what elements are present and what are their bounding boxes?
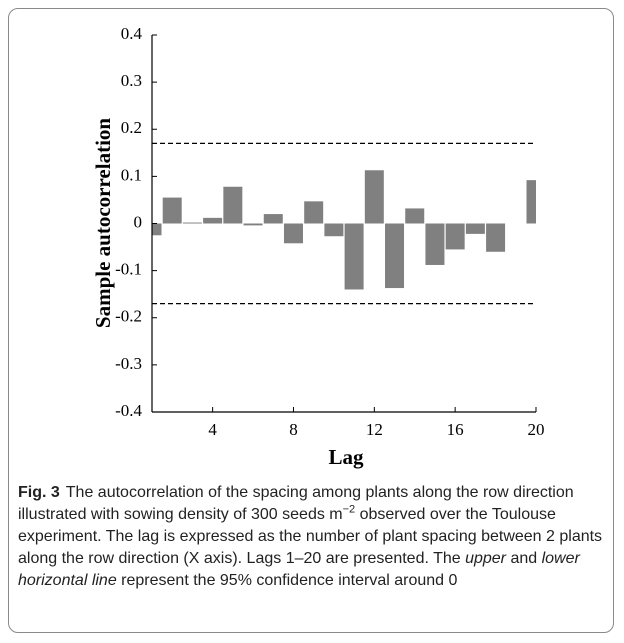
figure-frame	[8, 8, 614, 633]
bar	[324, 223, 344, 237]
caption-sup: −2	[342, 503, 356, 516]
y-tick-label: -0.2	[115, 307, 142, 326]
y-tick-label: -0.3	[115, 354, 142, 373]
chart: Lag Sample autocorrelation -0.4 -0.3 -0.2 -…	[91, 24, 545, 469]
caption-label: Fig. 3	[18, 484, 60, 501]
bar	[425, 223, 445, 265]
bar	[405, 208, 425, 224]
x-tick-label: 16	[447, 420, 464, 439]
bar	[445, 223, 465, 250]
caption-text: observed over the Toulouse experiment. T…	[18, 506, 603, 567]
caption: Fig. 3 The autocorrelation of the spacing…	[18, 482, 608, 592]
y-tick-label: 0.3	[121, 71, 142, 90]
x-axis-title: Lag	[328, 445, 364, 469]
x-tick-label: 20	[528, 420, 545, 439]
y-tick-label: -0.4	[115, 401, 142, 420]
x-tick-label: 12	[366, 420, 383, 439]
bar	[223, 186, 243, 224]
bar	[465, 223, 485, 234]
bar	[283, 223, 303, 244]
bar	[263, 214, 283, 224]
caption-text: represent the 95% confidence interval ar…	[116, 572, 458, 589]
y-axis-title: Sample autocorrelation	[91, 118, 115, 328]
caption-emphasis: lower horizontal line	[18, 550, 580, 589]
bar	[243, 223, 263, 226]
x-tick-label: 8	[289, 420, 298, 439]
bar	[162, 197, 182, 224]
bar	[526, 180, 536, 224]
y-tick-label: 0.4	[121, 24, 143, 43]
y-tick-label: 0	[134, 212, 143, 231]
y-tick-label: 0.2	[121, 118, 142, 137]
caption-text: The autocorrelation of the spacing among…	[18, 484, 574, 523]
x-tick-label: 4	[208, 420, 217, 439]
caption-emphasis: upper	[465, 550, 506, 567]
bar	[203, 217, 223, 224]
bar	[364, 170, 384, 224]
bar	[182, 222, 202, 224]
bar	[344, 223, 364, 290]
y-tick-label: 0.1	[121, 165, 142, 184]
bar	[152, 223, 162, 236]
plot-area	[152, 170, 536, 290]
bar	[304, 201, 324, 224]
y-tick-label: -0.1	[115, 260, 142, 279]
caption-text: and	[506, 550, 542, 567]
bar	[385, 223, 405, 289]
bar	[486, 223, 506, 252]
